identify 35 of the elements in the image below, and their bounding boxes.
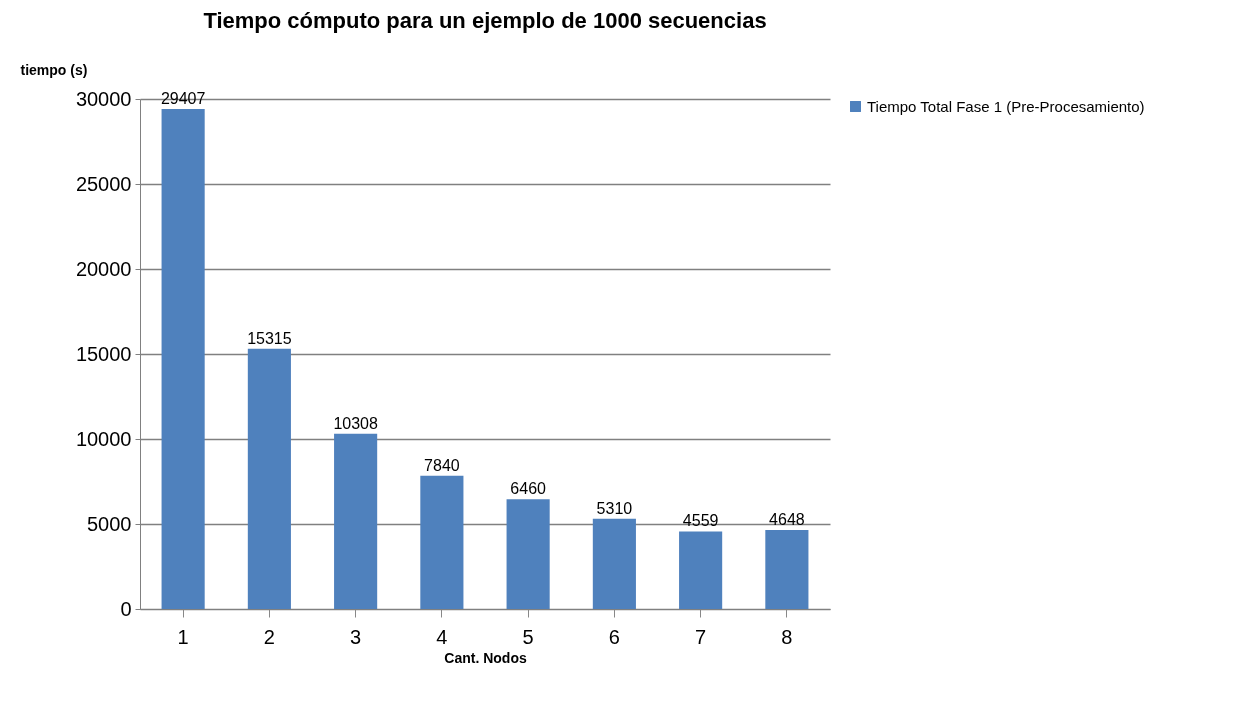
y-tick-label: 30000: [75, 87, 132, 110]
x-tick-label: 8: [781, 625, 793, 648]
data-label: 7840: [424, 456, 460, 474]
data-label: 15315: [247, 329, 292, 347]
bar: [506, 499, 550, 609]
legend-label: Tiempo Total Fase 1 (Pre-Procesamiento): [867, 97, 1145, 115]
bar: [420, 475, 464, 609]
data-label: 4648: [769, 510, 805, 528]
data-label: 29407: [160, 90, 206, 108]
x-tick-label: 4: [436, 625, 448, 648]
bar: [247, 348, 291, 609]
y-axis-title: tiempo (s): [20, 61, 88, 78]
data-label: 6460: [510, 480, 547, 498]
x-tick-label: 2: [263, 625, 275, 648]
x-tick-label: 3: [350, 625, 362, 648]
bar: [765, 529, 809, 609]
y-tick-label: 20000: [75, 257, 132, 280]
bar: [592, 518, 636, 609]
x-tick-label: 5: [522, 625, 534, 648]
x-tick-label: 6: [608, 625, 620, 648]
bar: [161, 109, 205, 609]
y-tick-label: 5000: [87, 512, 132, 535]
y-tick-label: 0: [120, 597, 132, 620]
y-tick-label: 25000: [75, 172, 132, 195]
data-label: 5310: [596, 499, 633, 517]
y-tick-label: 15000: [75, 342, 132, 365]
x-axis-title: Cant. Nodos: [444, 649, 527, 666]
data-label: 4559: [682, 512, 719, 530]
chart-title: Tiempo cómputo para un ejemplo de 1000 secuencias: [203, 8, 767, 33]
x-tick-label: 7: [695, 625, 707, 648]
bar: [679, 531, 723, 609]
bar: [334, 433, 378, 609]
x-tick-label: 1: [177, 625, 189, 648]
data-label: 10308: [333, 414, 378, 432]
y-tick-label: 10000: [75, 427, 132, 450]
